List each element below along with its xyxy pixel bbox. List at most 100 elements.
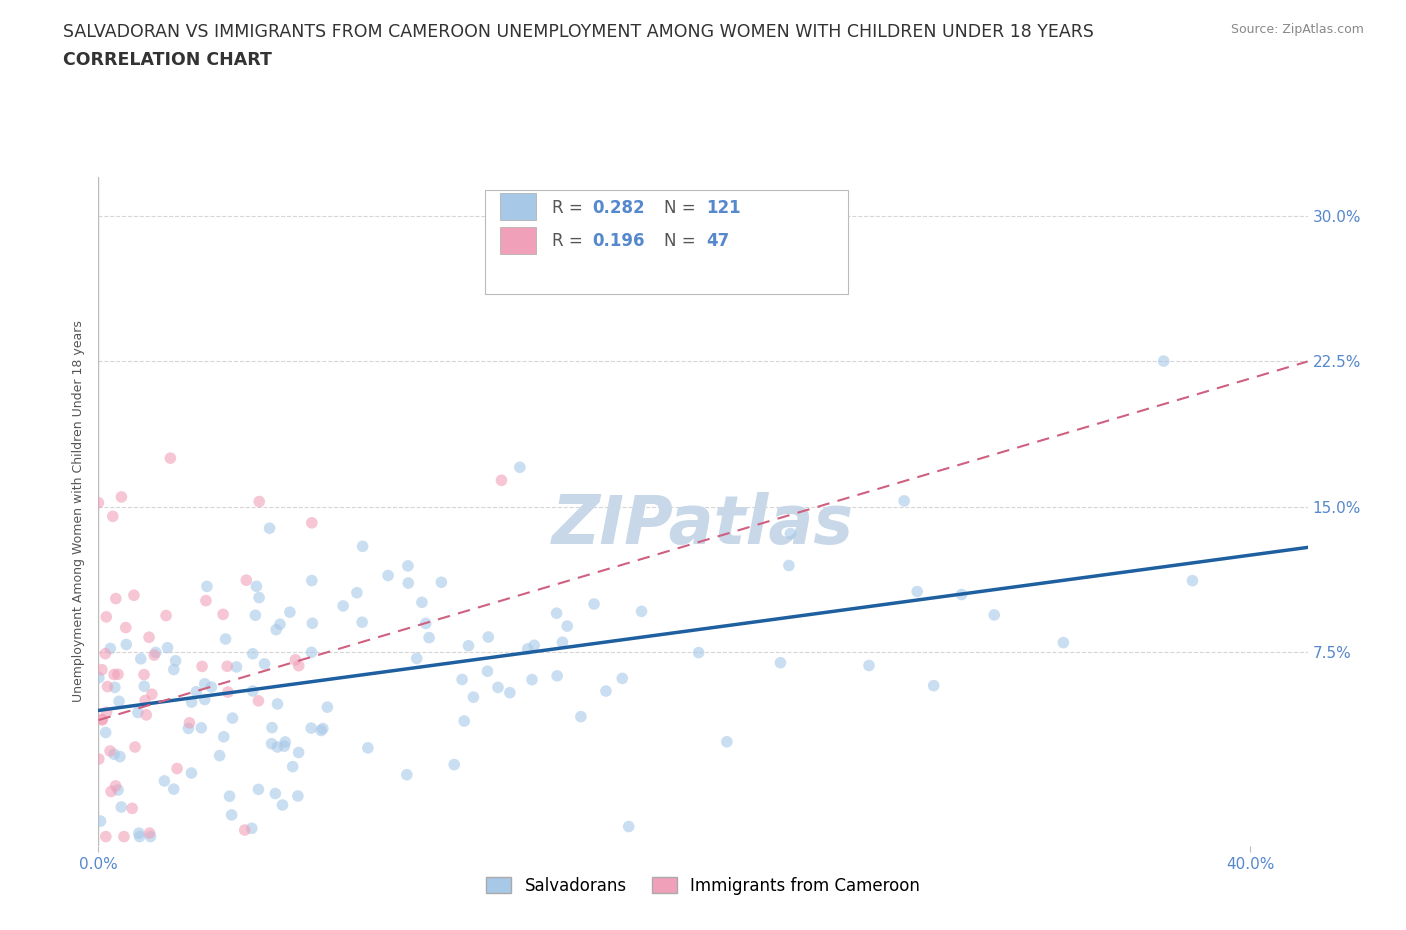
Text: 0.196: 0.196 bbox=[592, 232, 644, 250]
Point bbox=[200, 680, 222, 695]
Point bbox=[301, 616, 323, 631]
Point bbox=[595, 684, 617, 698]
Point bbox=[94, 646, 117, 661]
Point bbox=[145, 645, 167, 660]
Point bbox=[309, 723, 332, 737]
Point bbox=[90, 662, 112, 677]
Point bbox=[551, 635, 574, 650]
Point bbox=[271, 798, 294, 813]
Point bbox=[103, 747, 125, 762]
Text: 121: 121 bbox=[707, 198, 741, 217]
Point bbox=[104, 591, 127, 606]
Point bbox=[159, 451, 181, 466]
Point bbox=[720, 266, 742, 281]
Point bbox=[316, 699, 339, 714]
Point bbox=[430, 575, 453, 590]
Point bbox=[281, 759, 304, 774]
Point bbox=[96, 679, 118, 694]
Point bbox=[950, 587, 973, 602]
Point bbox=[87, 496, 110, 511]
Text: R =: R = bbox=[553, 232, 588, 250]
Text: Source: ZipAtlas.com: Source: ZipAtlas.com bbox=[1230, 23, 1364, 36]
Point bbox=[520, 672, 543, 687]
Point bbox=[186, 684, 208, 699]
Point bbox=[301, 644, 323, 659]
Point bbox=[377, 568, 399, 583]
Point bbox=[555, 618, 578, 633]
Point bbox=[569, 710, 592, 724]
Point bbox=[287, 789, 309, 804]
Text: ZIPatlas: ZIPatlas bbox=[553, 492, 853, 558]
Point bbox=[143, 647, 166, 662]
Point bbox=[259, 521, 281, 536]
Point bbox=[91, 712, 114, 727]
Point bbox=[217, 684, 239, 699]
Point bbox=[107, 782, 129, 797]
Point bbox=[583, 597, 606, 612]
Point bbox=[260, 720, 283, 735]
Point bbox=[247, 591, 270, 605]
Point bbox=[352, 615, 374, 630]
Point bbox=[235, 573, 257, 588]
Point bbox=[191, 659, 214, 674]
Point bbox=[94, 725, 117, 740]
Point bbox=[190, 721, 212, 736]
Point bbox=[153, 774, 176, 789]
Point bbox=[163, 662, 186, 677]
Text: R =: R = bbox=[553, 198, 588, 217]
Point bbox=[132, 667, 155, 682]
Point bbox=[180, 765, 202, 780]
Point bbox=[264, 786, 287, 801]
Point bbox=[247, 694, 270, 709]
Point bbox=[332, 599, 354, 614]
Point bbox=[451, 672, 474, 687]
Point bbox=[395, 767, 418, 782]
Point bbox=[1153, 353, 1175, 368]
Point bbox=[396, 576, 419, 591]
Point bbox=[233, 823, 256, 838]
Point bbox=[163, 782, 186, 797]
Point bbox=[139, 829, 162, 844]
Point bbox=[266, 739, 288, 754]
Point bbox=[247, 782, 270, 797]
Point bbox=[346, 585, 368, 600]
Point bbox=[194, 676, 217, 691]
Point bbox=[396, 558, 419, 573]
Point bbox=[617, 819, 640, 834]
Point bbox=[124, 739, 146, 754]
Text: CORRELATION CHART: CORRELATION CHART bbox=[63, 51, 273, 69]
Point bbox=[415, 616, 437, 631]
Point bbox=[905, 584, 928, 599]
Point bbox=[242, 684, 264, 698]
Point bbox=[138, 630, 160, 644]
Point bbox=[612, 671, 634, 685]
Point bbox=[91, 712, 114, 727]
Point bbox=[221, 807, 243, 822]
Point bbox=[269, 617, 291, 631]
Point bbox=[274, 735, 297, 750]
Point bbox=[165, 654, 187, 669]
Point bbox=[179, 715, 201, 730]
Point bbox=[218, 789, 240, 804]
Point bbox=[516, 642, 538, 657]
Point bbox=[96, 705, 118, 720]
Point bbox=[630, 604, 652, 618]
Point bbox=[245, 608, 267, 623]
Point bbox=[212, 607, 235, 622]
Point bbox=[491, 472, 513, 487]
Point bbox=[108, 750, 131, 764]
Point bbox=[284, 653, 307, 668]
Point bbox=[688, 645, 710, 660]
Point bbox=[104, 778, 127, 793]
Point bbox=[194, 593, 217, 608]
Point bbox=[103, 667, 125, 682]
Point bbox=[247, 494, 270, 509]
Point bbox=[242, 646, 264, 661]
Point bbox=[779, 526, 801, 541]
Point bbox=[352, 538, 374, 553]
Point bbox=[94, 830, 117, 844]
Point bbox=[135, 708, 157, 723]
Point bbox=[778, 558, 800, 573]
Point bbox=[195, 579, 218, 594]
Text: N =: N = bbox=[664, 232, 702, 250]
